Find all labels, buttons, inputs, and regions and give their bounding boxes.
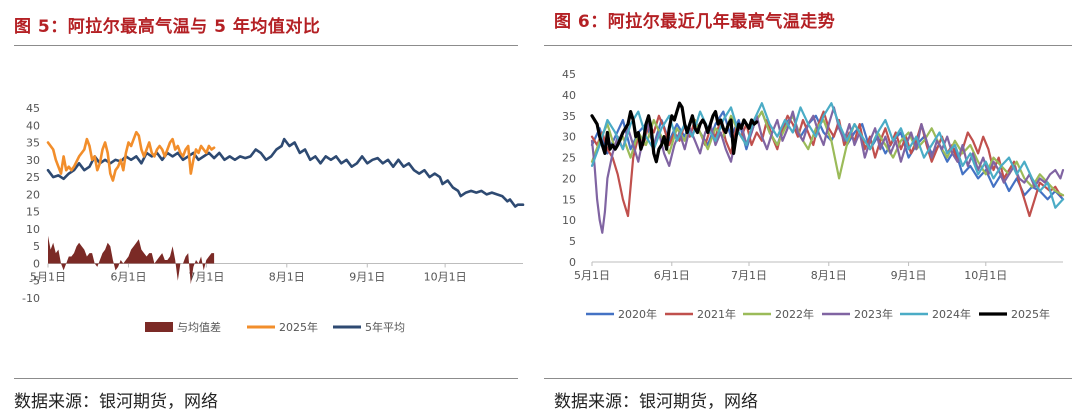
series-line-2024年 <box>590 102 1065 209</box>
x-tick-label: 6月1日 <box>654 269 690 282</box>
y-tick-label: 25 <box>562 152 576 165</box>
figure-5-source: 数据来源：银河期货，网络 <box>14 392 218 412</box>
x-tick-label: 9月1日 <box>891 269 927 282</box>
y-tick-label: 40 <box>26 119 40 132</box>
y-tick-label: 20 <box>26 188 40 201</box>
x-tick-label: 7月1日 <box>188 270 224 283</box>
figure-5-panel: 图 5：阿拉尔最高气温与 5 年均值对比 -10 -5 0 5 10 15 20 25 30 35… <box>14 17 525 412</box>
y-tick-label: 15 <box>562 193 576 206</box>
y-tick-label: 5 <box>33 240 40 253</box>
y-tick-label: -5 <box>29 275 40 288</box>
y-tick-label: 30 <box>26 154 40 167</box>
legend-swatch <box>145 322 173 332</box>
source-rule <box>544 378 1072 379</box>
legend-label: 2025年 <box>1011 307 1050 321</box>
y-tick-label: 0 <box>33 257 40 270</box>
x-tick-label: 5月1日 <box>30 270 66 283</box>
figure-5-chart: -10 -5 0 5 10 15 20 25 30 35 40 45 5月1日 6月1日 7月1日 8月1日 9… <box>22 102 525 334</box>
legend-label: 2023年 <box>854 307 893 321</box>
y-tick-label: 35 <box>26 137 40 150</box>
legend-label: 与均值差 <box>177 320 221 334</box>
y-tick-label: 15 <box>26 206 40 219</box>
x-tick-label: 10月1日 <box>424 270 467 283</box>
series-line-2025年 <box>46 130 216 182</box>
x-tick-label: 8月1日 <box>811 269 847 282</box>
legend: 2020年 2021年 2022年 2023年 2024年 2025年 <box>586 307 1050 321</box>
legend-label: 2024年 <box>932 307 971 321</box>
x-tick-label: 7月1日 <box>731 269 767 282</box>
y-tick-label: 35 <box>562 110 576 123</box>
title-rule <box>14 45 518 46</box>
series-line-2025年 <box>590 101 759 164</box>
x-tick-label: 10月1日 <box>964 269 1007 282</box>
y-tick-label: 5 <box>569 235 576 248</box>
x-tick-label: 8月1日 <box>269 270 305 283</box>
y-tick-label: 10 <box>26 223 40 236</box>
series-line-5年平均 <box>46 137 525 208</box>
y-tick-label: 30 <box>562 131 576 144</box>
series-area-与均值差 <box>48 235 215 285</box>
x-tick-label: 6月1日 <box>110 270 146 283</box>
y-tick-label: 10 <box>562 214 576 227</box>
x-tick-label: 5月1日 <box>574 269 610 282</box>
legend-label: 2021年 <box>697 307 736 321</box>
y-tick-label: 45 <box>562 68 576 81</box>
x-tick-label: 9月1日 <box>349 270 385 283</box>
legend: 与均值差 2025年 5年平均 <box>145 320 405 334</box>
figure-6-source: 数据来源：银河期货，网络 <box>554 392 758 412</box>
figure-6-title: 图 6：阿拉尔最近几年最高气温走势 <box>554 12 836 32</box>
title-rule <box>544 45 1072 46</box>
y-tick-label: 20 <box>562 172 576 185</box>
figure-6-panel: 图 6：阿拉尔最近几年最高气温走势 0 5 10 15 20 25 30 35 40 45 5月1日… <box>540 0 1080 418</box>
legend-label: 2025年 <box>279 320 318 334</box>
y-tick-label: -10 <box>22 292 40 305</box>
source-rule <box>14 378 518 379</box>
y-tick-label: 45 <box>26 102 40 115</box>
legend-label: 2022年 <box>775 307 814 321</box>
y-tick-label: 0 <box>569 256 576 269</box>
y-tick-label: 25 <box>26 171 40 184</box>
legend-label: 5年平均 <box>365 320 405 334</box>
legend-label: 2020年 <box>618 307 657 321</box>
figure-5-title: 图 5：阿拉尔最高气温与 5 年均值对比 <box>14 17 321 37</box>
y-tick-label: 40 <box>562 89 576 102</box>
figure-6-chart: 0 5 10 15 20 25 30 35 40 45 5月1日 6月1日 7月1日 8月1日 9月1日 10… <box>562 68 1065 321</box>
